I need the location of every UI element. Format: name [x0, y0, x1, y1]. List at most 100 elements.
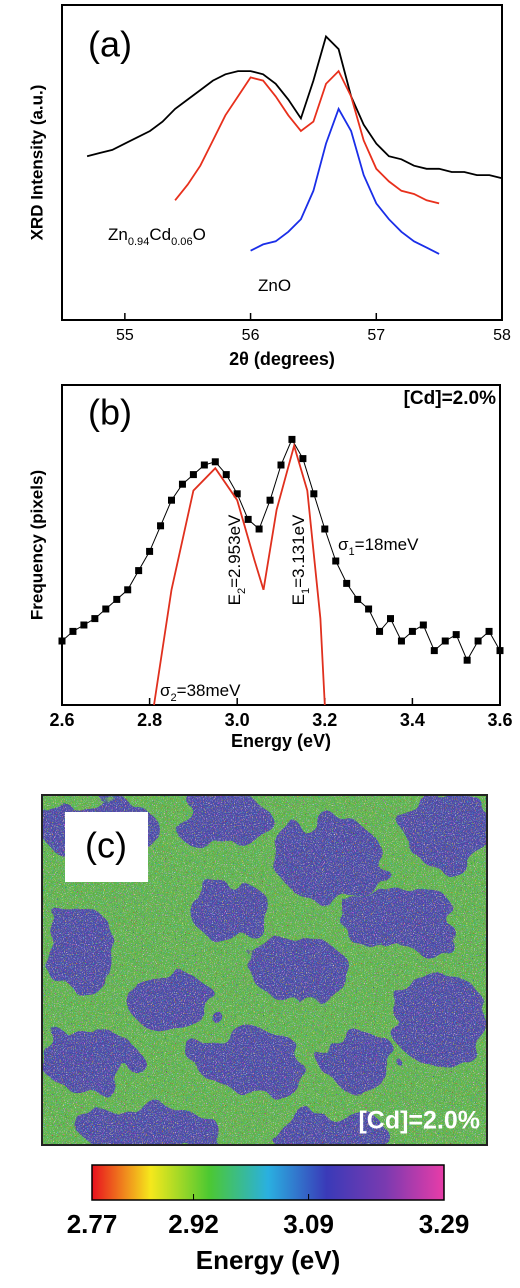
data-point — [430, 647, 438, 655]
annotation-part: =3.131eV — [289, 514, 308, 588]
annotation: E1=3.131eV — [289, 514, 311, 605]
series-line — [174, 69, 440, 205]
colorbar-label: Energy (eV) — [196, 1245, 341, 1275]
data-point — [168, 496, 175, 504]
data-point — [113, 595, 121, 603]
subscript: 0.06 — [171, 236, 193, 248]
data-point — [408, 627, 416, 635]
x-tick-label: 3.2 — [312, 710, 337, 730]
colorbar — [91, 1164, 445, 1201]
data-point — [266, 496, 274, 504]
data-point — [157, 522, 165, 530]
series-line — [86, 34, 503, 180]
data-point — [244, 515, 252, 523]
annotation: σ1=18meV — [338, 535, 419, 557]
data-point — [321, 525, 329, 533]
series-line — [153, 466, 265, 706]
map-frame — [41, 794, 488, 1146]
data-point — [135, 567, 143, 575]
x-axis-label: 2θ (degrees) — [229, 349, 335, 369]
data-point — [496, 647, 504, 655]
map-title: [Cd]=2.0% — [358, 1107, 480, 1135]
colorbar-tick-label: 2.77 — [67, 1209, 118, 1239]
annotation: σ2=38meV — [160, 681, 241, 703]
data-point — [365, 605, 373, 613]
annotation-part: σ — [338, 535, 349, 554]
data-point — [419, 621, 427, 629]
data-point — [310, 490, 318, 498]
plot-frame — [61, 4, 503, 321]
data-point — [200, 461, 208, 469]
x-tick-label: 2.6 — [49, 710, 74, 730]
annotation-part: E — [289, 594, 308, 605]
annotation-part: σ — [160, 681, 171, 700]
plot-frame — [61, 384, 501, 706]
y-axis-label: Frequency (pixels) — [27, 470, 46, 620]
data-point — [299, 455, 307, 463]
panel-label: (b) — [88, 392, 132, 433]
data-point — [485, 627, 493, 635]
data-point — [255, 525, 263, 533]
subscript: 2 — [171, 692, 177, 704]
x-tick-label: 56 — [242, 327, 260, 344]
annotation-part: =38meV — [177, 681, 241, 700]
data-point — [288, 435, 296, 443]
series-line — [250, 106, 440, 255]
data-point — [91, 615, 99, 623]
data-point — [233, 490, 241, 498]
x-axis-label: Energy (eV) — [231, 731, 331, 751]
data-point — [189, 471, 197, 479]
x-tick-label: 57 — [367, 327, 385, 344]
data-point — [376, 627, 384, 635]
data-point — [178, 480, 186, 488]
series-line — [262, 442, 326, 706]
subscript: 0.94 — [128, 236, 150, 248]
annotation-part: ZnO — [258, 276, 291, 295]
data-point — [354, 595, 362, 603]
data-line — [61, 438, 501, 662]
annotation-part: =18meV — [355, 535, 419, 554]
colorbar-tick-label: 3.09 — [283, 1209, 334, 1239]
x-tick-label: 3.4 — [400, 710, 425, 730]
annotation: ZnO — [258, 276, 291, 295]
energy-map — [42, 795, 487, 1145]
annotation: Zn0.94Cd0.06O — [108, 225, 206, 247]
panel-label: (a) — [88, 24, 132, 65]
data-point — [146, 547, 154, 555]
subscript: 1 — [349, 546, 355, 558]
x-tick-label: 3.0 — [225, 710, 250, 730]
colorbar-tick-label: 3.29 — [419, 1209, 470, 1239]
label-box — [65, 812, 148, 882]
data-point — [69, 627, 77, 635]
annotation: E2=2.953eV — [225, 514, 247, 605]
data-point — [80, 621, 88, 629]
data-point — [277, 461, 285, 469]
data-point — [441, 637, 449, 645]
x-tick-label: 58 — [493, 327, 511, 344]
data-point — [474, 637, 482, 645]
data-point — [332, 557, 340, 565]
subscript: 2 — [236, 588, 248, 594]
annotation-part: =2.953eV — [225, 514, 244, 588]
colorbar-tick-label: 2.92 — [168, 1209, 219, 1239]
data-point — [222, 471, 230, 479]
annotation-part: O — [193, 225, 206, 244]
panel-label: (c) — [85, 825, 127, 866]
data-point — [387, 615, 394, 623]
panel-title: [Cd]=2.0% — [404, 388, 496, 409]
data-point — [58, 637, 66, 645]
data-point — [211, 458, 219, 466]
data-point — [463, 656, 471, 664]
data-point — [124, 586, 132, 594]
annotation-part: E — [225, 594, 244, 605]
x-tick-label: 3.6 — [487, 710, 512, 730]
subscript: 1 — [300, 588, 312, 594]
y-axis-label: XRD Intensity (a.u.) — [27, 85, 46, 241]
x-tick-label: 55 — [116, 327, 134, 344]
annotation-part: Cd — [149, 225, 171, 244]
data-point — [343, 579, 351, 587]
data-point — [452, 631, 460, 639]
data-point — [397, 637, 405, 645]
